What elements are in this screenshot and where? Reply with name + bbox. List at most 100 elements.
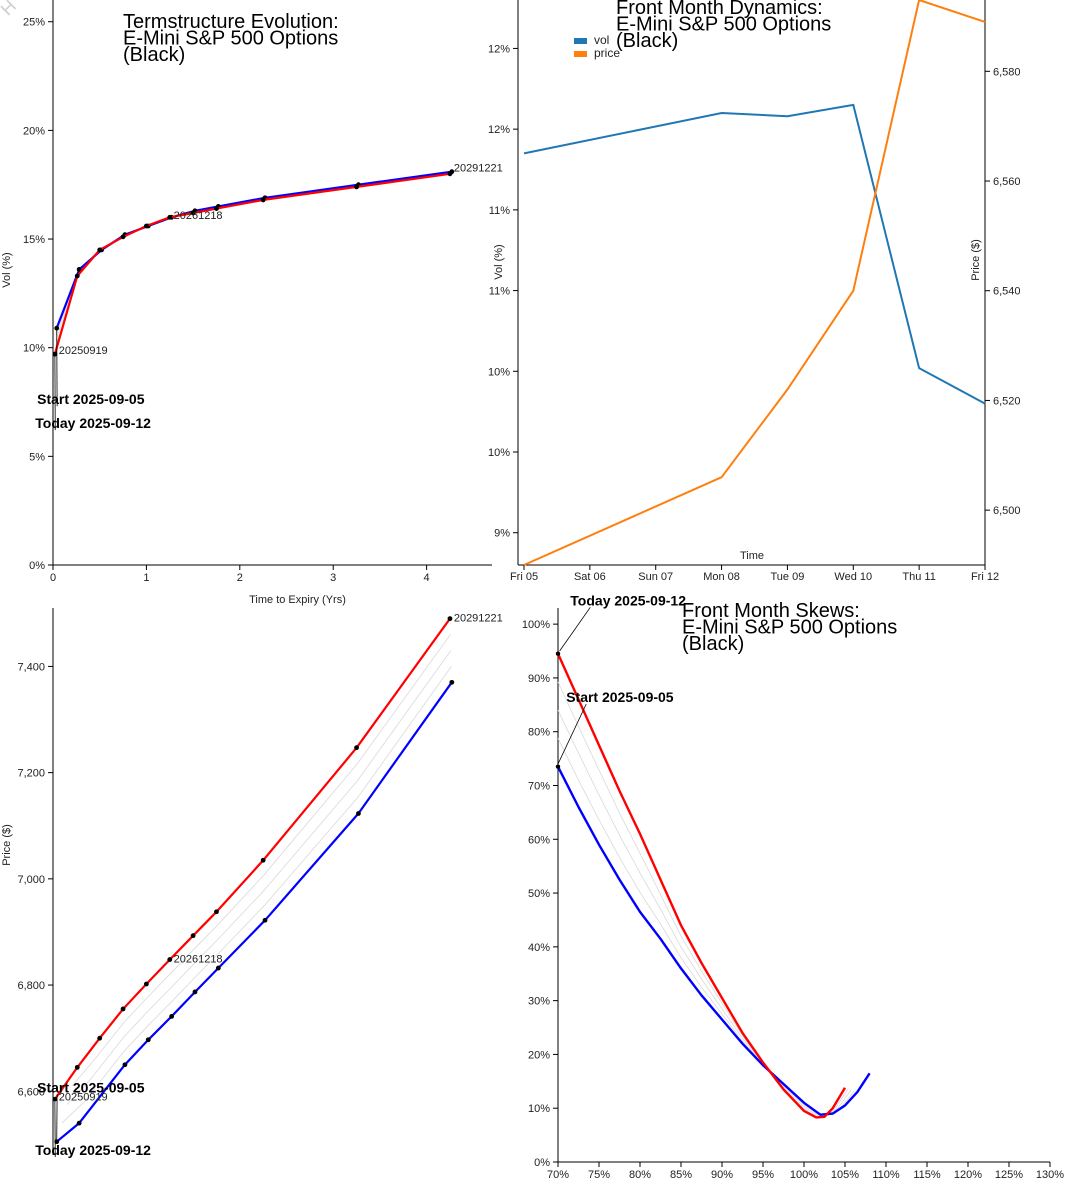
intermediate-curve [557, 710, 852, 1117]
data-point [54, 325, 60, 331]
series-line-price [523, 0, 986, 566]
y-tick-label: 11% [489, 205, 510, 217]
front-skews-chart: 0% 10% 20% 30% 40% 50% 60% 70% 80% 90% 100% 70% 75% 8… [522, 592, 1064, 1181]
y-tick-label: 0% [534, 1157, 550, 1169]
y-tick-label: 20% [528, 1049, 550, 1061]
expiry-label: 20250919 [59, 345, 108, 357]
y2-tick-label: 6,540 [993, 286, 1021, 298]
x-tick-label: 95% [752, 1169, 774, 1181]
y-tick-label: 25% [23, 17, 45, 29]
chart-title-line: (Black) [123, 44, 185, 66]
series-line-0 [55, 170, 452, 329]
x-tick-label: Fri 12 [971, 571, 999, 583]
y-axis-title: Vol (%) [1, 252, 13, 287]
data-point [76, 1120, 82, 1126]
data-point [120, 1006, 126, 1012]
annotation-label: Today 2025-09-12 [35, 1142, 151, 1158]
data-point [52, 1096, 58, 1102]
x-tick-label: Fri 05 [510, 571, 538, 583]
series-line-0 [55, 681, 453, 1143]
chart-title-line: (Black) [682, 633, 744, 655]
x-axis-title: Time to Expiry (Yrs) [249, 594, 346, 606]
annotation-arrow [559, 607, 591, 652]
series-line-vol [523, 103, 986, 405]
y-tick-label: 12% [488, 43, 510, 55]
annotation-label: Start 2025-09-05 [566, 689, 674, 705]
data-point [120, 234, 126, 240]
data-point [97, 1035, 103, 1041]
data-point [167, 214, 173, 220]
y-tick-label: 100% [522, 619, 550, 631]
y-tick-label: 9% [494, 528, 510, 540]
x-tick-label: 115% [913, 1169, 941, 1181]
x-tick-label: 80% [629, 1169, 651, 1181]
data-point [354, 184, 359, 190]
y-axis-title: Vol (%) [493, 244, 505, 279]
y-tick-label: 15% [23, 234, 45, 246]
legend-swatch-price [574, 51, 587, 57]
x-tick-label: 3 [330, 572, 336, 584]
data-point [169, 1013, 175, 1019]
x-axis-title: Time [740, 550, 764, 562]
y-tick-label: 11% [489, 286, 510, 298]
x-tick-label: 120% [954, 1169, 982, 1181]
x-tick-label: 90% [711, 1169, 733, 1181]
watermark-text: H [0, 0, 20, 19]
y-tick-label: 5% [29, 451, 45, 463]
x-tick-label: Wed 10 [834, 571, 872, 583]
expiry-label: 20291221 [454, 162, 503, 174]
data-point [192, 989, 198, 995]
data-point [145, 1037, 151, 1043]
data-point [76, 267, 82, 272]
y-tick-label: 12% [488, 124, 510, 136]
data-point [215, 965, 221, 971]
y-tick-label: 10% [528, 1103, 550, 1115]
y-tick-label: 7,000 [17, 874, 45, 886]
x-tick-label: 125% [995, 1169, 1023, 1181]
expiry-label: 20261218 [174, 954, 223, 966]
y-tick-label: 20% [23, 125, 45, 137]
y-tick-label: 60% [528, 834, 550, 846]
annotation-label: Start 2025-09-05 [37, 1079, 145, 1095]
x-tick-label: 110% [872, 1169, 900, 1181]
termstructure-chart: 0% 5% 10% 15% 20% 25% 0 1 2 3 4 20250919 20261218 202… [1, 0, 503, 606]
data-point [260, 857, 266, 863]
data-point [52, 351, 58, 357]
y-tick-label: 10% [23, 343, 45, 355]
data-point [97, 247, 103, 253]
y-tick-label: 80% [528, 727, 550, 739]
data-point [190, 933, 196, 939]
y-tick-label: 90% [528, 673, 550, 685]
chart-title-line: (Black) [616, 30, 678, 52]
series-line-1 [53, 172, 451, 355]
y-tick-label: 70% [528, 780, 550, 792]
intermediate-curve [557, 681, 849, 1118]
y-tick-label: 6,800 [17, 980, 45, 992]
annotation-label: Today 2025-09-12 [35, 415, 151, 431]
data-point [260, 197, 266, 203]
expiry-label: 20261218 [174, 210, 223, 222]
intermediate-curve [55, 171, 452, 335]
data-point [354, 745, 359, 751]
intermediate-curve [557, 738, 855, 1116]
annotation-label: Today 2025-09-12 [570, 592, 686, 608]
x-tick-label: 75% [588, 1169, 610, 1181]
x-tick-label: 130% [1036, 1169, 1064, 1181]
x-tick-label: 85% [670, 1169, 692, 1181]
x-tick-label: 70% [547, 1169, 569, 1181]
expiry-label: 20250919 [59, 1092, 108, 1104]
start-point [555, 651, 561, 656]
y-tick-label: 6,600 [17, 1086, 45, 1098]
data-point [449, 679, 455, 685]
y-tick-label: 40% [528, 942, 550, 954]
y2-tick-label: 6,560 [993, 176, 1021, 188]
expiry-label: 20291221 [454, 613, 503, 625]
chart-title-line: Front Month Dynamics: [616, 0, 823, 19]
intermediate-curve [66, 650, 452, 1105]
start-point [555, 764, 561, 769]
x-tick-label: Sun 07 [638, 571, 673, 583]
series-line-1 [54, 617, 451, 1100]
x-tick-label: Sat 06 [574, 571, 606, 583]
y-tick-label: 10% [488, 447, 510, 459]
